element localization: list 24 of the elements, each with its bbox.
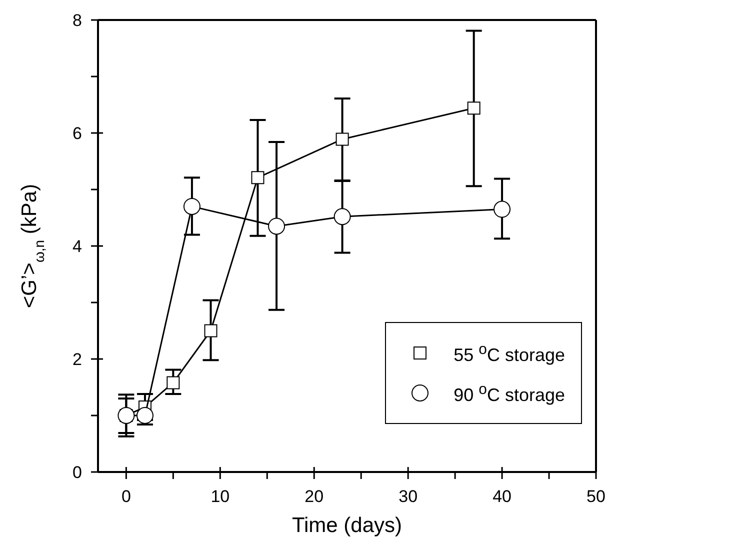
point	[336, 132, 349, 146]
legend-label: 90 $^{o}$C storage	[454, 380, 565, 406]
point	[251, 171, 264, 184]
y-tick-label: 4	[72, 237, 82, 256]
y-tick-label: 8	[72, 11, 82, 30]
x-tick-label: 50	[586, 487, 606, 506]
x-tick-label: 10	[210, 487, 230, 506]
point	[467, 102, 480, 115]
x-tick-label: 20	[304, 487, 324, 506]
point	[166, 376, 180, 390]
y-tick-label: 2	[72, 350, 82, 369]
x-axis-title: Time (days)	[292, 514, 402, 537]
point	[136, 407, 154, 424]
point	[494, 200, 511, 218]
x-tick-label: 30	[398, 487, 418, 506]
point	[334, 208, 351, 226]
y-tick-label: 6	[72, 124, 82, 143]
point	[204, 324, 218, 338]
x-tick-label: 40	[492, 487, 512, 506]
point	[268, 218, 286, 235]
y-tick-label: 0	[72, 463, 82, 482]
legend-label: 55 $^{o}$C storage	[454, 340, 565, 366]
point	[183, 198, 200, 215]
x-tick-label: 0	[121, 487, 131, 506]
